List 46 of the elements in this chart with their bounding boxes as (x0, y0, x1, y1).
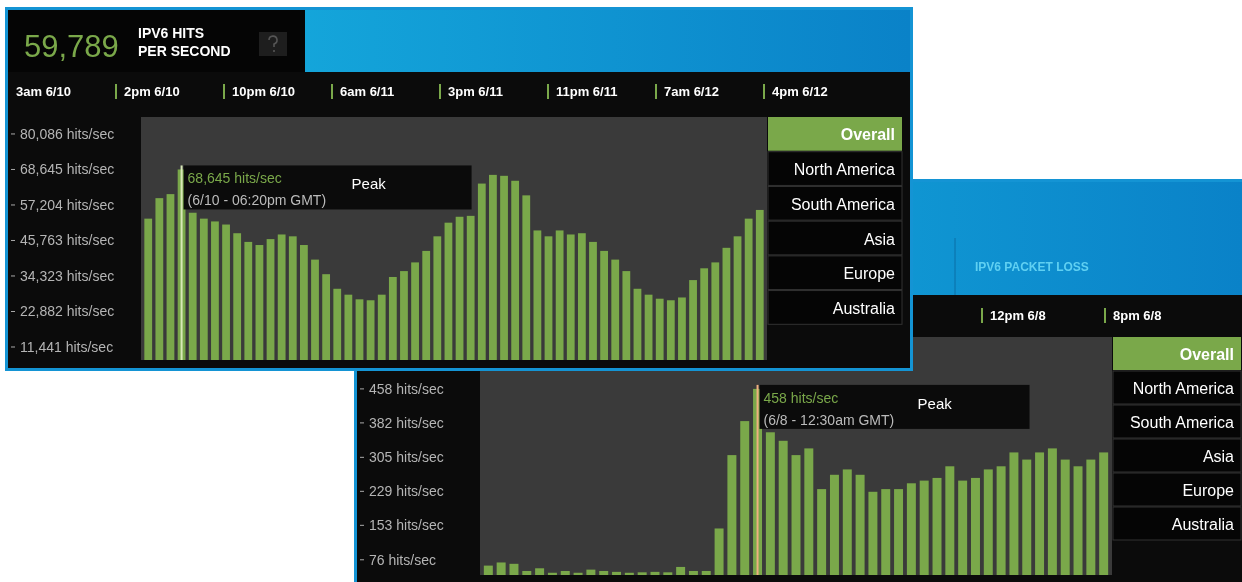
tooltip: 68,645 hits/sec (6/10 - 06:20pm GMT) Peak (180, 164, 472, 361)
annotation: 68,645 hits/sec (187, 170, 282, 187)
text: 12pm 6/8 (990, 308, 1046, 323)
y-tick-label: 458 hits/sec (369, 380, 444, 397)
text: 59,789 (24, 29, 119, 64)
y-tick-label: 11,441 hits/sec (20, 338, 114, 355)
text: Overall (840, 126, 895, 144)
annotation: Peak (351, 175, 387, 193)
text: Australia (832, 299, 896, 317)
text: South America (1129, 414, 1235, 431)
text: 3pm 6/11 (448, 84, 503, 99)
text: 11pm 6/11 (556, 84, 618, 99)
text: Europe (1182, 482, 1235, 499)
text: Overall (1179, 346, 1234, 363)
annotation: (6/10 - 06:20pm GMT) (187, 192, 327, 209)
tooltip: 458 hits/sec (6/8 - 12:30am GMT) Peak (756, 383, 1030, 576)
text: North America (1132, 380, 1235, 397)
annotation: Peak (917, 394, 953, 412)
text: North America (793, 161, 896, 179)
text: 2pm 6/10 (124, 84, 180, 99)
y-tick-label: 34,323 hits/sec (20, 267, 115, 284)
text: South America (790, 195, 896, 213)
y-tick-label: 22,882 hits/sec (20, 303, 115, 320)
text: 10pm 6/10 (232, 84, 295, 99)
chart-title: IPV6 HITS PER SECOND (138, 25, 231, 59)
y-tick-label: 229 hits/sec (369, 483, 444, 500)
y-tick-label: 153 hits/sec (369, 517, 444, 534)
text: 8pm 6/8 (1113, 308, 1162, 323)
text: IPV6 PACKET LOSS (975, 260, 1089, 274)
y-tick-label: 76 hits/sec (369, 551, 436, 568)
text: 3am 6/10 (16, 84, 71, 99)
annotation: 458 hits/sec (763, 389, 839, 406)
annotation: (6/8 - 12:30am GMT) (763, 411, 895, 428)
y-tick-label: 305 hits/sec (369, 449, 444, 466)
text: Europe (843, 265, 896, 283)
text: Asia (863, 230, 896, 248)
y-tick-label: 45,763 hits/sec (20, 232, 115, 249)
y-tick-label: 80,086 hits/sec (20, 125, 115, 142)
y-tick-label: 57,204 hits/sec (20, 196, 115, 213)
text: Australia (1171, 516, 1235, 533)
y-tick-label: 382 hits/sec (369, 414, 444, 431)
text: Asia (1202, 448, 1235, 465)
text: 7am 6/12 (664, 84, 719, 99)
text: 6am 6/11 (340, 84, 395, 99)
y-tick-label: 68,645 hits/sec (20, 161, 115, 178)
text: 4pm 6/12 (772, 84, 828, 99)
